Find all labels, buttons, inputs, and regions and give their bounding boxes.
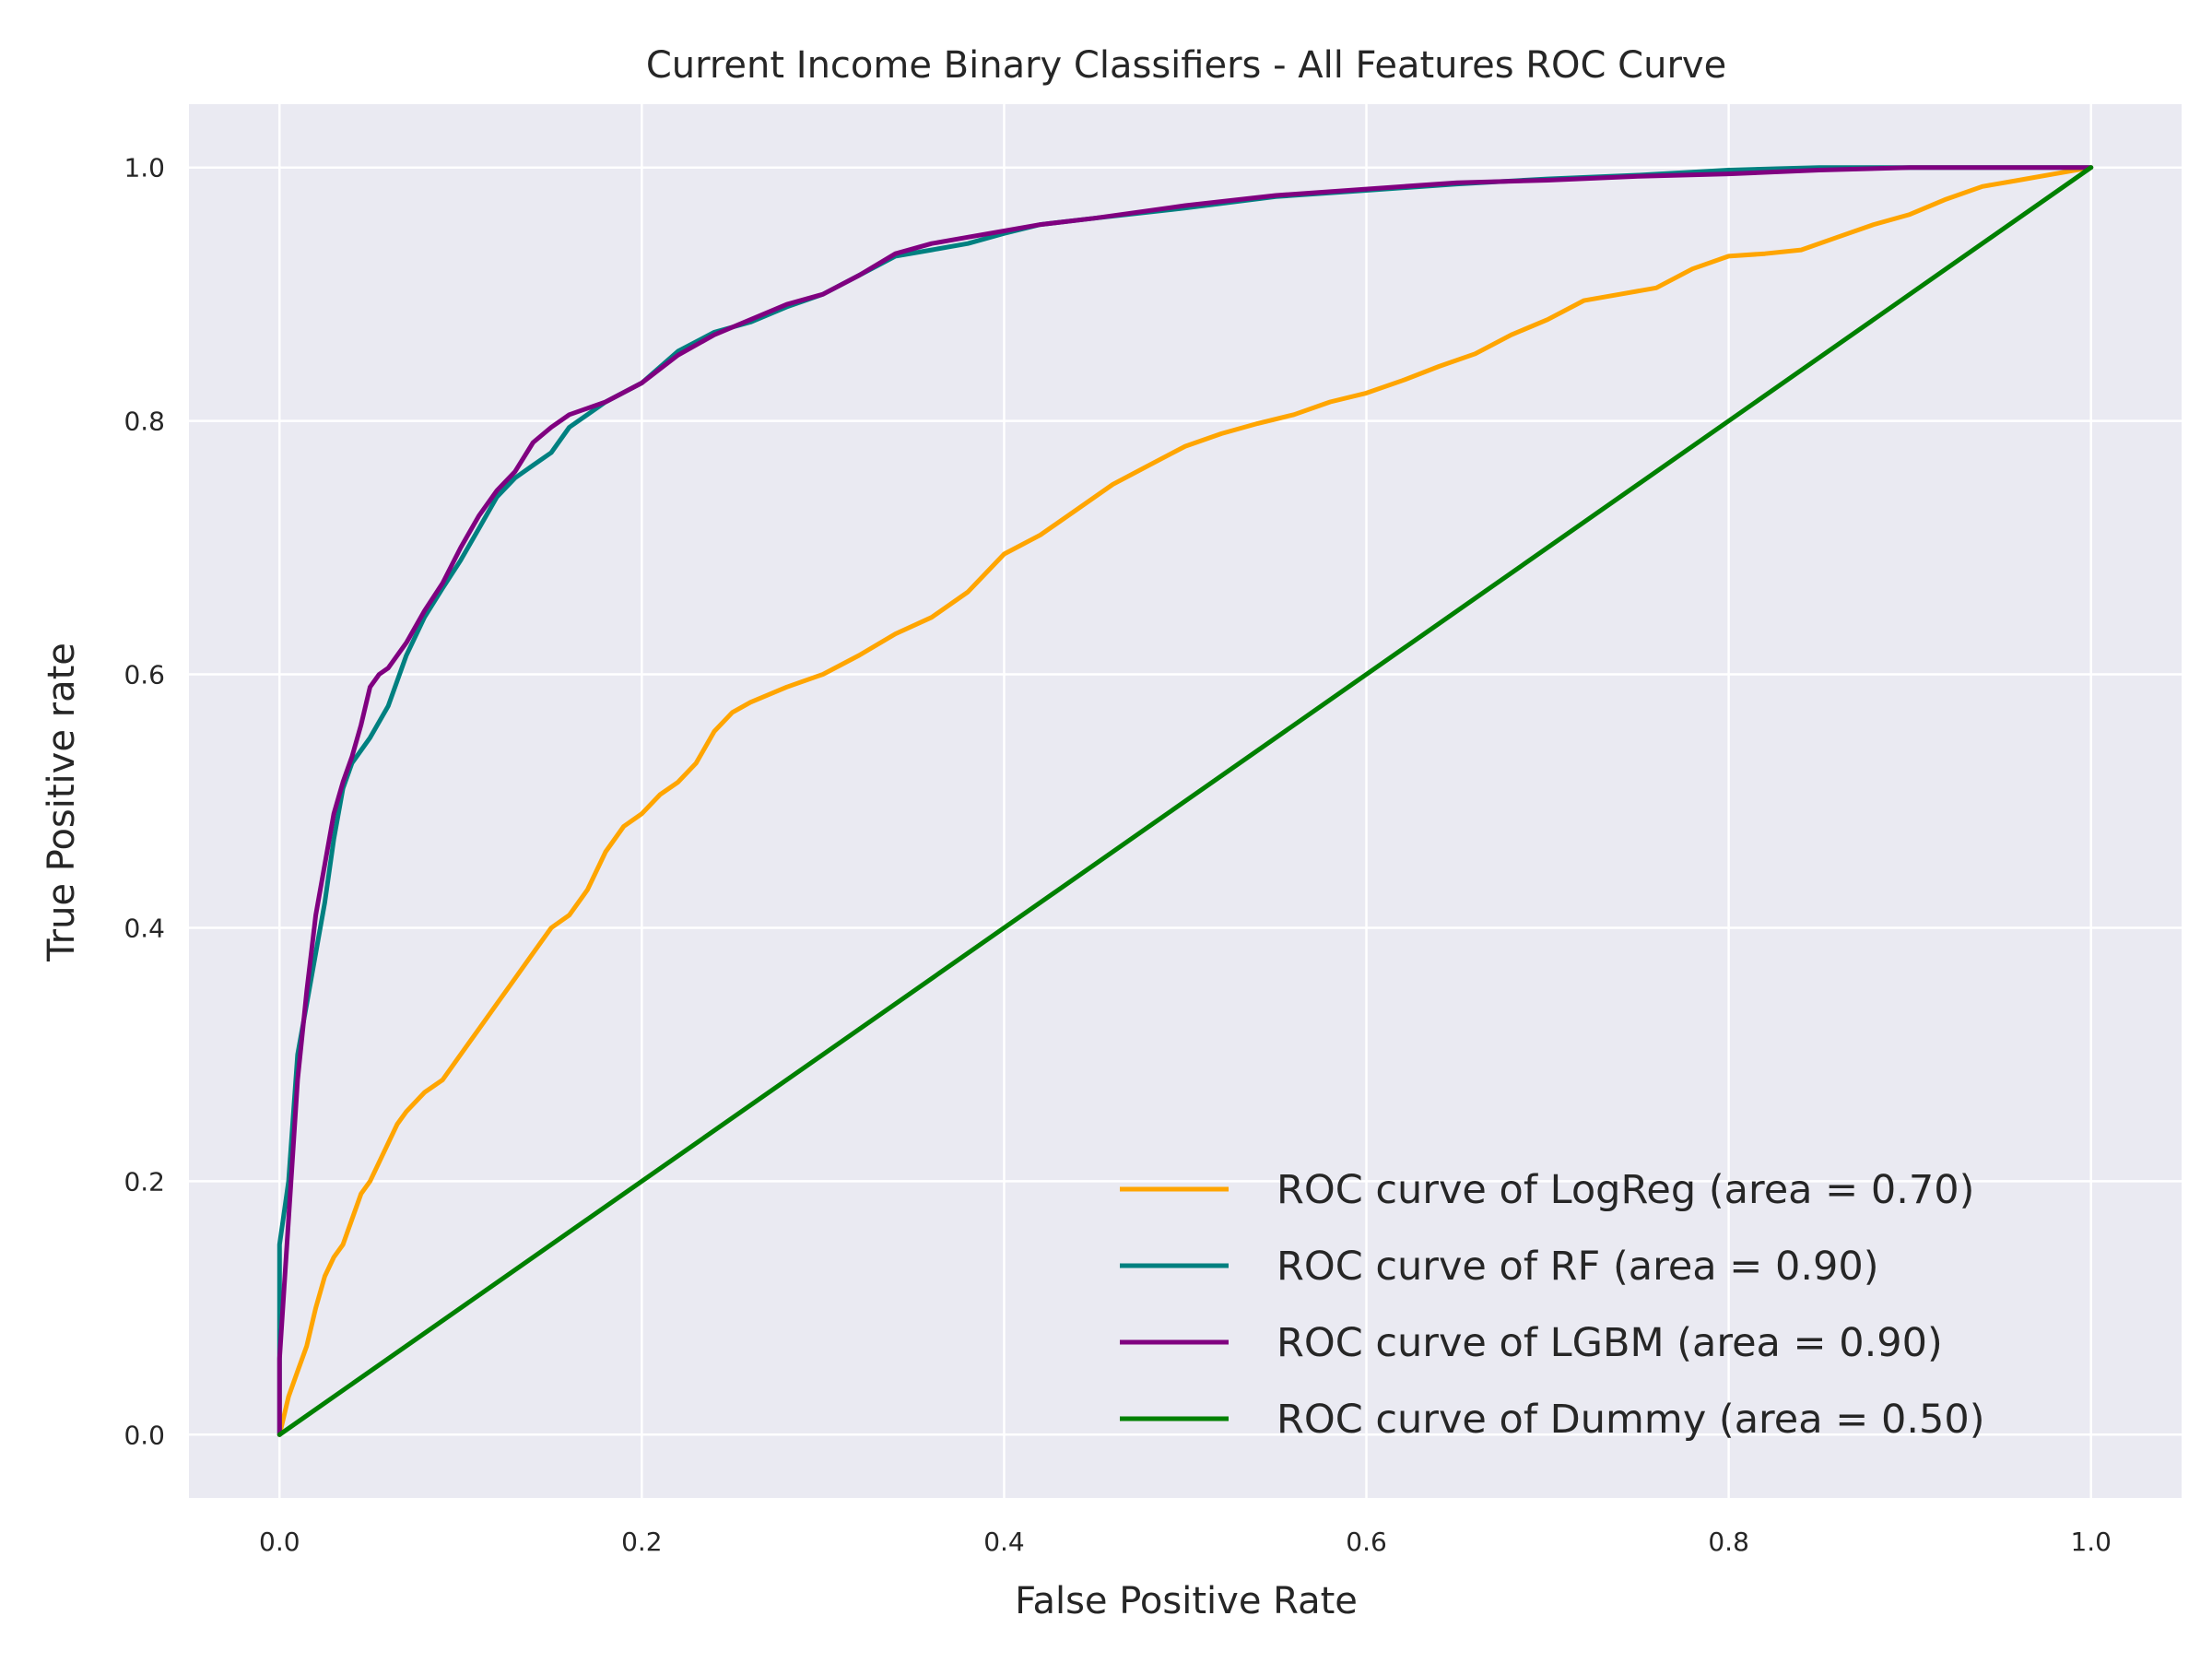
- x-tick-label: 0.4: [983, 1527, 1025, 1557]
- x-tick-label: 0.2: [621, 1527, 663, 1557]
- legend-label-rf: ROC curve of RF (area = 0.90): [1277, 1244, 1879, 1290]
- chart-title: Current Income Binary Classifiers - All …: [646, 44, 1726, 87]
- x-tick-label: 0.6: [1346, 1527, 1387, 1557]
- legend-label-lgbm: ROC curve of LGBM (area = 0.90): [1277, 1320, 1943, 1366]
- y-tick-label: 0.4: [124, 913, 165, 943]
- x-tick-label: 1.0: [2070, 1527, 2112, 1557]
- x-axis-label: False Positive Rate: [1015, 1580, 1358, 1622]
- legend: ROC curve of LogReg (area = 0.70) ROC cur…: [1120, 1167, 1984, 1443]
- y-tick-labels: 0.0 0.2 0.4 0.6 0.8 1.0: [124, 153, 165, 1451]
- legend-label-dummy: ROC curve of Dummy (area = 0.50): [1277, 1397, 1984, 1443]
- legend-label-logreg: ROC curve of LogReg (area = 0.70): [1277, 1167, 1974, 1213]
- x-tick-labels: 0.0 0.2 0.4 0.6 0.8 1.0: [259, 1527, 2112, 1557]
- grid-lines: [189, 104, 2182, 1498]
- x-tick-label: 0.8: [1708, 1527, 1749, 1557]
- series-line-logreg: [276, 165, 2094, 1437]
- y-tick-label: 0.8: [124, 407, 165, 437]
- y-tick-label: 0.6: [124, 660, 165, 690]
- series-line-dummy: [276, 165, 2094, 1437]
- x-tick-label: 0.0: [259, 1527, 300, 1557]
- y-tick-label: 0.2: [124, 1166, 165, 1197]
- y-axis-label: True Positive rate: [41, 643, 83, 962]
- series-line-lgbm: [276, 165, 2094, 1437]
- y-tick-label: 1.0: [124, 153, 165, 183]
- y-tick-label: 0.0: [124, 1420, 165, 1450]
- series-lines: [276, 165, 2094, 1437]
